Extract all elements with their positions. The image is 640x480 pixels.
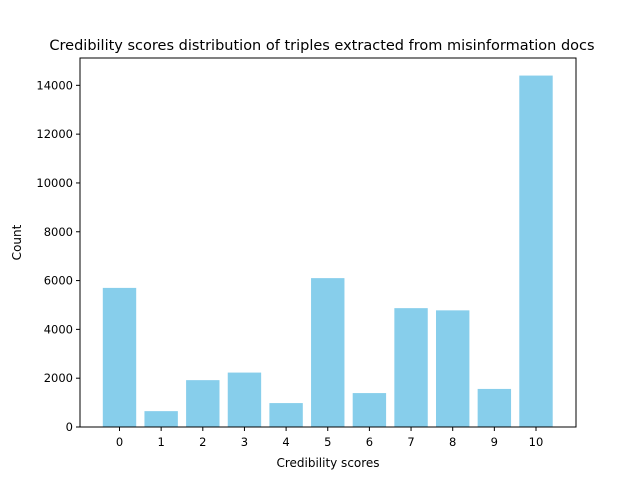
x-tick-label: 0 [116, 435, 123, 449]
bar-1 [144, 411, 178, 427]
x-tick-label: 10 [529, 435, 544, 449]
x-axis-ticks: 0 1 2 3 4 5 6 7 8 9 10 [116, 427, 543, 449]
bar-9 [477, 388, 512, 427]
x-tick-label: 4 [282, 435, 289, 449]
y-axis-label: Count [10, 224, 24, 260]
y-tick-label: 6000 [44, 274, 73, 288]
y-tick-label: 10000 [36, 176, 73, 190]
bar-2 [186, 380, 220, 427]
y-tick-label: 0 [66, 420, 73, 434]
x-tick-label: 7 [407, 435, 414, 449]
bar-5 [311, 278, 345, 427]
x-tick-label: 2 [199, 435, 206, 449]
plot-frame [79, 57, 577, 428]
y-tick-label: 12000 [36, 127, 73, 141]
bars-group [102, 75, 553, 427]
bar-0 [102, 287, 137, 427]
x-tick-label: 6 [366, 435, 373, 449]
bar-7 [394, 308, 428, 427]
x-tick-label: 3 [241, 435, 248, 449]
y-axis-ticks: 0 2000 4000 6000 8000 10000 12000 14000 [36, 78, 80, 434]
x-tick-label: 5 [324, 435, 331, 449]
y-tick-label: 8000 [44, 225, 73, 239]
y-tick-label: 4000 [44, 322, 73, 336]
y-tick-label: 14000 [36, 78, 73, 92]
bar-6 [352, 393, 387, 427]
bar-8 [436, 310, 470, 427]
x-axis-label: Credibility scores [276, 456, 379, 470]
x-tick-label: 9 [491, 435, 498, 449]
bar-3 [227, 372, 262, 427]
y-tick-label: 2000 [44, 371, 73, 385]
bar-10 [519, 75, 553, 427]
x-tick-label: 8 [449, 435, 456, 449]
chart-title: Credibility scores distribution of tripl… [49, 38, 594, 54]
bar-4 [269, 403, 303, 427]
x-tick-label: 1 [157, 435, 164, 449]
